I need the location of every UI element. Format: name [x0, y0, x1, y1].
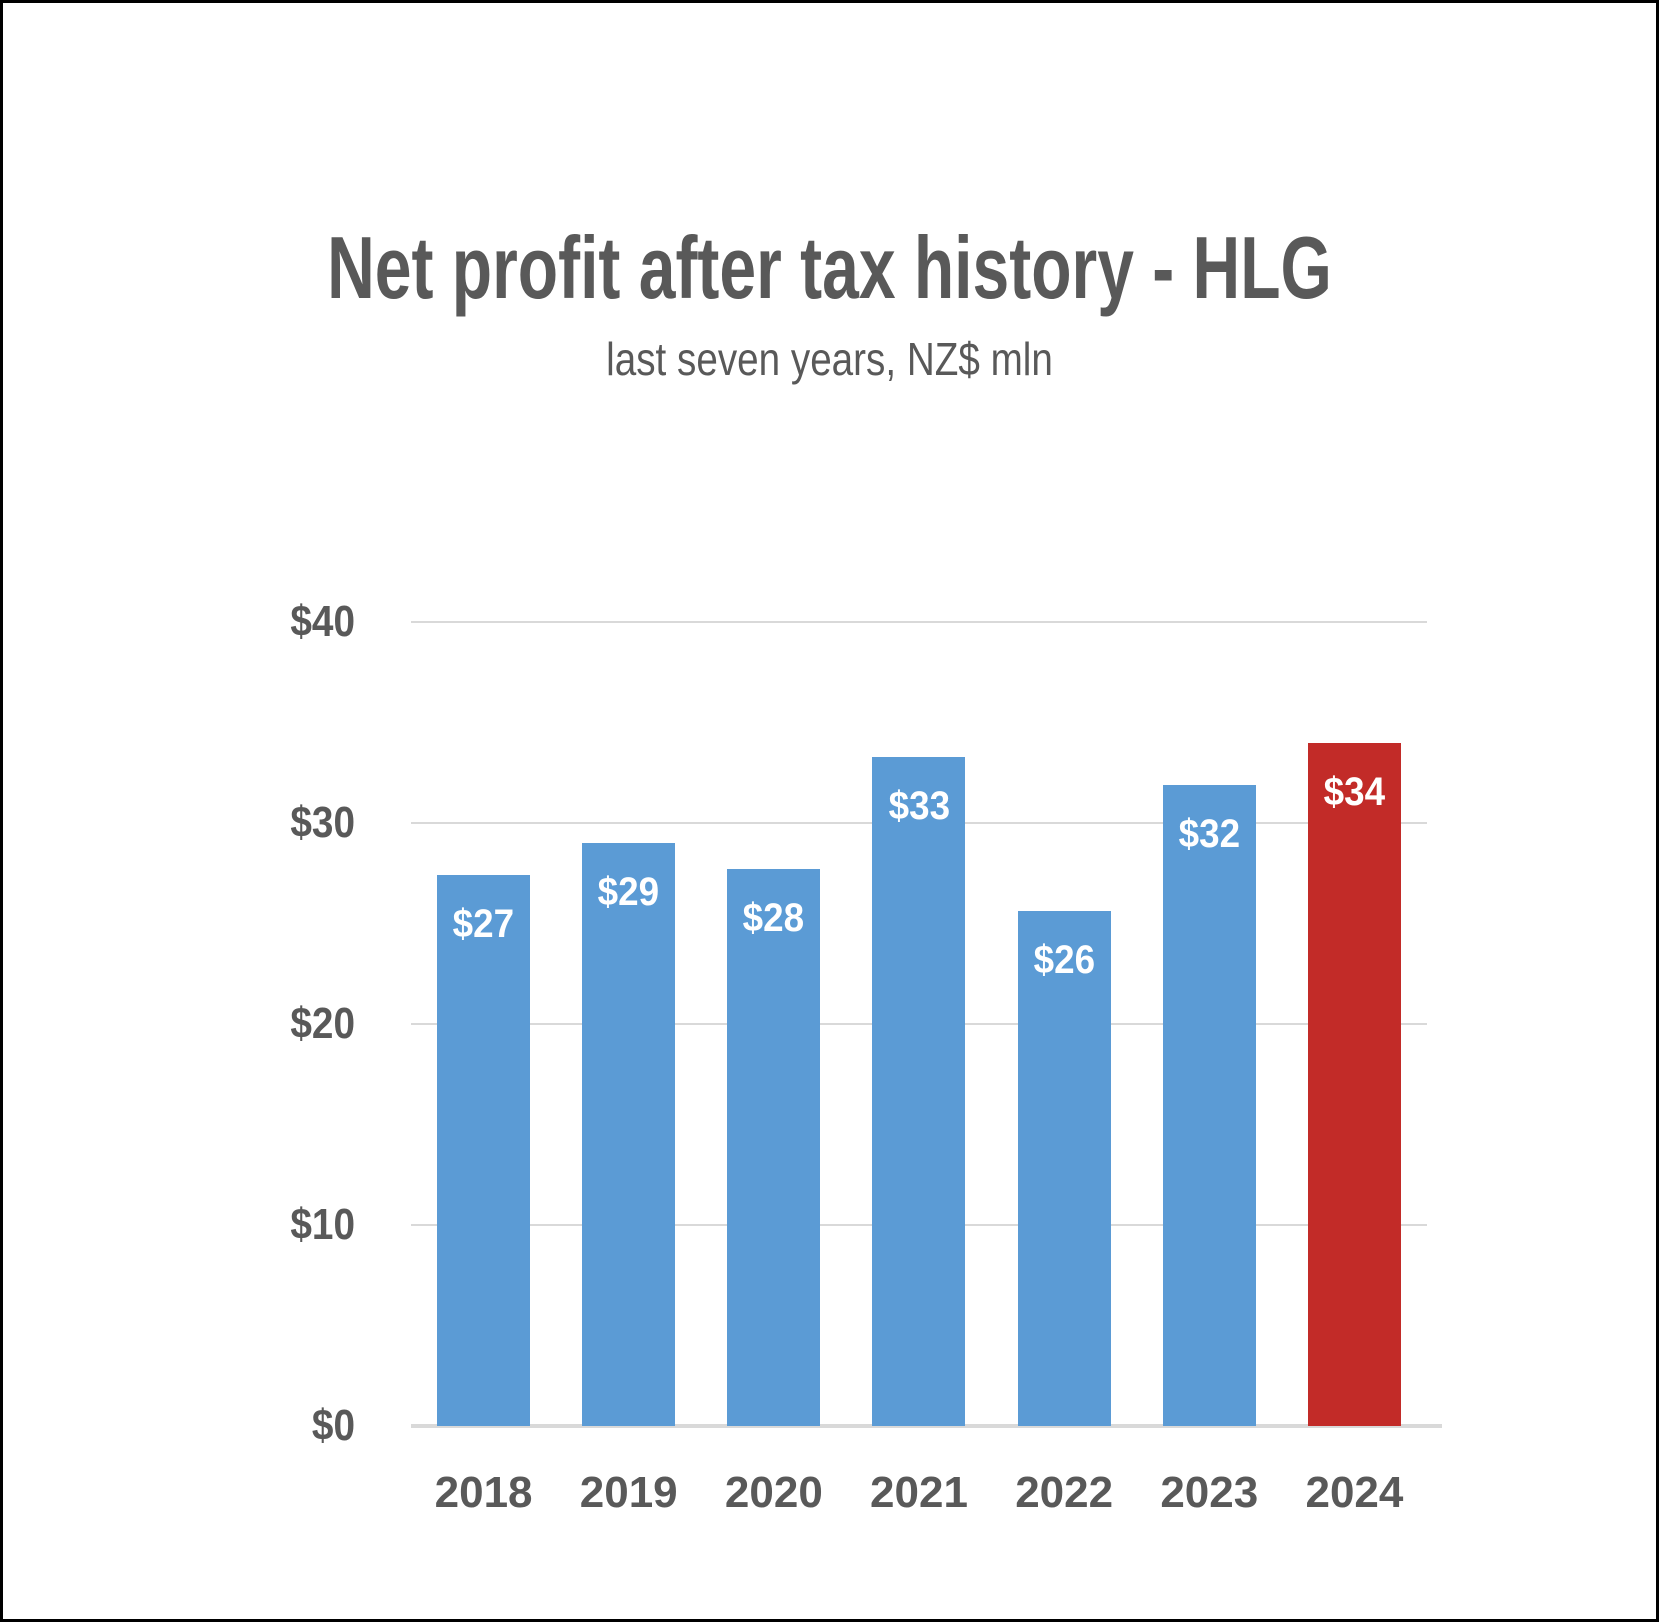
bar-value-label-2022: $26 — [1033, 938, 1095, 983]
y-tick-label-20: $20 — [290, 999, 355, 1048]
y-tick-label-30: $30 — [290, 798, 355, 847]
bar-value-label-2019: $29 — [597, 870, 660, 915]
bar-2020: $28 — [727, 869, 821, 1426]
bar-slot-2019: $29 — [556, 622, 701, 1426]
bar-2022: $26 — [1017, 911, 1111, 1426]
bar-value-label-2018: $27 — [452, 902, 515, 947]
y-axis: $0 $10 $20 $30 $40 — [3, 598, 355, 1450]
bar-slot-2020: $28 — [701, 622, 846, 1426]
bar-value-label-2021: $33 — [888, 783, 950, 828]
x-axis: 2018 2019 2020 2021 2022 2023 2024 — [411, 1467, 1427, 1519]
bar-2023: $32 — [1162, 784, 1256, 1426]
x-axis-label-2021: 2021 — [870, 1468, 968, 1517]
y-tick-label-10: $10 — [290, 1200, 355, 1249]
bar-2021: $33 — [872, 756, 966, 1426]
x-axis-label-2018: 2018 — [434, 1468, 533, 1517]
chart-subtitle: last seven years, NZ$ mln — [606, 333, 1053, 385]
bar-value-label-2023: $32 — [1178, 811, 1240, 856]
x-axis-label-2019: 2019 — [579, 1468, 678, 1517]
chart-title: Net profit after tax history - HLG — [327, 218, 1332, 317]
x-axis-label-2024: 2024 — [1305, 1468, 1404, 1517]
bar-slot-2024: $34 — [1282, 622, 1427, 1426]
bar-2018: $27 — [437, 875, 531, 1426]
bar-2019: $29 — [582, 843, 676, 1426]
gridline-40 — [411, 621, 1427, 623]
bar-value-label-2024: $34 — [1323, 769, 1386, 814]
y-tick-label-40: $40 — [290, 597, 355, 646]
bars-row: $27 $29 $28 $33 $26 — [411, 622, 1427, 1426]
bar-slot-2022: $26 — [992, 622, 1137, 1426]
bar-2024-highlighted: $34 — [1307, 742, 1401, 1426]
bar-value-label-2020: $28 — [743, 896, 805, 941]
x-axis-label-2022: 2022 — [1015, 1468, 1114, 1517]
y-tick-label-0: $0 — [311, 1401, 355, 1450]
x-axis-label-2020: 2020 — [724, 1468, 823, 1517]
plot-area: $27 $29 $28 $33 $26 — [411, 621, 1443, 1428]
x-axis-label-2023: 2023 — [1160, 1468, 1259, 1517]
bar-slot-2023: $32 — [1137, 622, 1282, 1426]
x-axis-line — [411, 1424, 1443, 1428]
bar-slot-2021: $33 — [846, 622, 991, 1426]
bar-slot-2018: $27 — [411, 622, 556, 1426]
